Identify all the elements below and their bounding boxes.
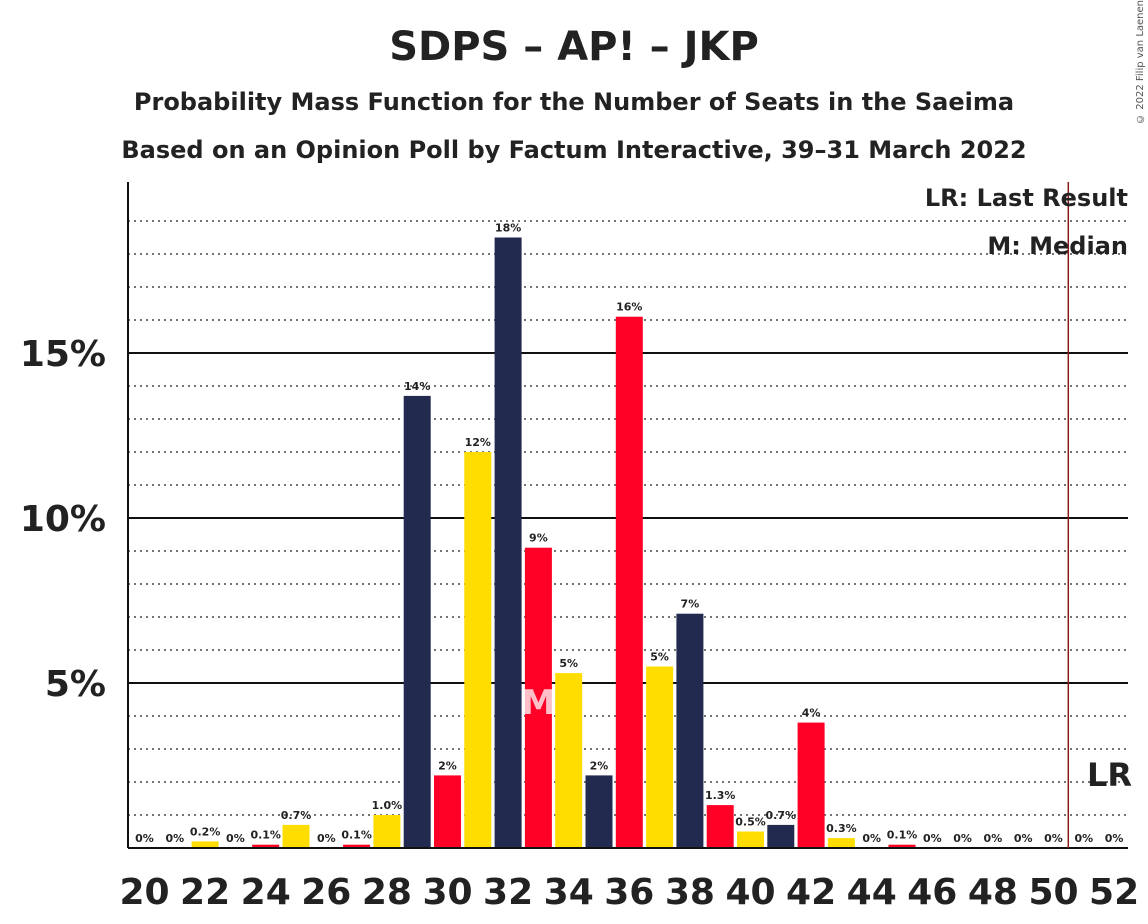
bar-seat-24: [252, 844, 280, 848]
data-label: 0%: [135, 832, 154, 845]
data-label: 0%: [862, 832, 881, 845]
data-label: 16%: [616, 301, 642, 314]
data-label: 9%: [529, 532, 548, 545]
x-tick-label: 28: [362, 872, 412, 913]
data-label: 0%: [984, 832, 1003, 845]
data-label: 2%: [438, 759, 457, 772]
data-label: 14%: [404, 380, 430, 393]
bar-seat-39: [706, 805, 734, 848]
bar-seat-32: [494, 237, 522, 848]
x-tick-label: 20: [119, 872, 169, 913]
bar-seat-45: [888, 844, 916, 848]
bar-seat-40: [737, 831, 764, 848]
x-tick-label: 52: [1089, 872, 1139, 913]
data-label: 0.7%: [766, 809, 797, 822]
chart-title: SDPS – AP! – JKP: [389, 24, 759, 70]
x-tick-label: 40: [725, 872, 775, 913]
bar-seat-29: [403, 395, 431, 848]
bar-seat-28: [373, 815, 401, 848]
data-label: 1.0%: [372, 799, 403, 812]
legend-median: M: Median: [987, 232, 1128, 260]
bar-seat-31: [464, 452, 492, 848]
data-label: 4%: [802, 707, 821, 720]
data-label: 0%: [165, 832, 184, 845]
bar-seat-33: [524, 547, 552, 848]
data-label: 0.2%: [190, 825, 221, 838]
bar-seat-43: [827, 838, 855, 848]
bar-seat-30: [434, 775, 461, 848]
data-label: 0%: [317, 832, 336, 845]
data-label: 5%: [650, 651, 669, 664]
data-label: 1.3%: [705, 789, 736, 802]
chart-subtitle-2: Based on an Opinion Poll by Factum Inter…: [121, 136, 1027, 164]
data-label: 7%: [681, 598, 700, 611]
x-tick-label: 24: [241, 872, 291, 913]
x-tick-label: 38: [665, 872, 715, 913]
bar-seat-35: [585, 775, 613, 848]
data-label: 0.3%: [826, 822, 857, 835]
y-tick-label: 15%: [20, 334, 106, 375]
data-label: 0%: [923, 832, 942, 845]
bar-seat-36: [615, 316, 643, 848]
x-tick-label: 32: [483, 872, 533, 913]
data-label: 0.1%: [250, 829, 281, 842]
data-label: 0%: [1074, 832, 1093, 845]
bar-seat-22: [191, 841, 219, 848]
data-label: 0.1%: [887, 829, 918, 842]
last-result-label: LR: [1087, 756, 1132, 794]
data-label: 0%: [1014, 832, 1033, 845]
x-tick-label: 48: [968, 872, 1018, 913]
x-tick-label: 22: [180, 872, 230, 913]
y-tick-label: 10%: [20, 499, 106, 540]
y-tick-label: 5%: [45, 664, 106, 705]
x-tick-label: 26: [301, 872, 351, 913]
chart-subtitle-1: Probability Mass Function for the Number…: [133, 88, 1015, 116]
bar-seat-41: [767, 824, 795, 848]
data-label: 0%: [1044, 832, 1063, 845]
data-label: 2%: [590, 759, 609, 772]
data-label: 5%: [559, 657, 578, 670]
bar-seat-34: [555, 673, 583, 848]
data-label: 0%: [953, 832, 972, 845]
bar-seat-38: [676, 613, 704, 848]
data-label: 0%: [1105, 832, 1124, 845]
bar-seat-37: [646, 666, 674, 848]
bar-seat-27: [343, 844, 371, 848]
bar-seat-42: [797, 722, 825, 848]
bar-seat-25: [282, 824, 310, 848]
x-tick-label: 44: [847, 872, 897, 913]
x-tick-label: 50: [1028, 872, 1078, 913]
x-tick-label: 34: [544, 872, 594, 913]
data-label: 0.7%: [281, 809, 312, 822]
legend-last-result: LR: Last Result: [924, 184, 1128, 212]
data-label: 0.5%: [735, 816, 766, 829]
x-tick-label: 42: [786, 872, 836, 913]
median-marker: M: [521, 683, 555, 723]
data-label: 0%: [226, 832, 245, 845]
data-label: 0.1%: [341, 829, 372, 842]
x-tick-label: 36: [604, 872, 654, 913]
x-tick-label: 30: [422, 872, 472, 913]
data-label: 12%: [465, 436, 491, 449]
x-tick-label: 46: [907, 872, 957, 913]
data-label: 18%: [495, 222, 521, 235]
